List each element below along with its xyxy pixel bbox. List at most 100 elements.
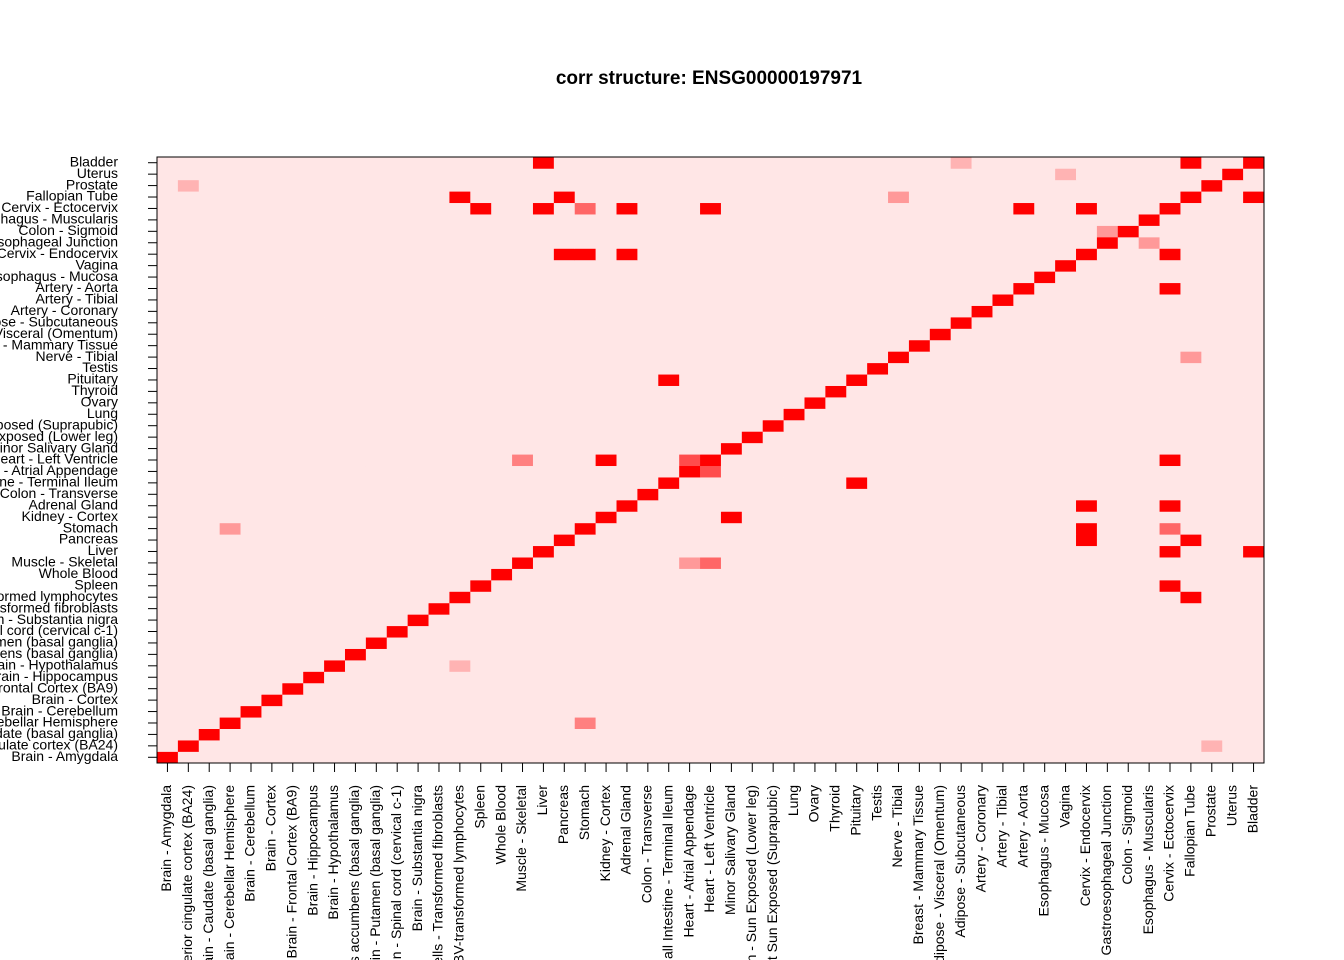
heatmap-cell <box>157 248 179 261</box>
heatmap-cell <box>1055 191 1077 204</box>
heatmap-cell <box>929 454 951 467</box>
heatmap-cell <box>219 637 241 649</box>
heatmap-cell <box>1034 511 1056 524</box>
heatmap-cell <box>324 717 346 729</box>
heatmap-cell <box>157 465 179 478</box>
heatmap-cell <box>783 294 805 306</box>
heatmap-cell <box>929 351 951 364</box>
heatmap-cell <box>1055 237 1077 249</box>
heatmap-cell <box>1013 214 1035 226</box>
heatmap-cell <box>929 557 951 569</box>
heatmap-cell <box>324 728 346 741</box>
heatmap-cell <box>846 374 868 386</box>
heatmap-cell <box>658 602 680 615</box>
heatmap-cell <box>700 728 722 741</box>
heatmap-cell <box>282 682 304 695</box>
heatmap-cell <box>261 522 283 535</box>
heatmap-cell <box>386 385 408 398</box>
heatmap-cell <box>637 305 659 318</box>
heatmap-cell <box>344 568 367 581</box>
x-tick-label: Brain - Cerebellum <box>242 785 258 902</box>
heatmap-cell <box>157 580 179 592</box>
heatmap-cell <box>219 625 241 638</box>
heatmap-cell <box>929 179 951 192</box>
heatmap-cell <box>1138 694 1160 707</box>
heatmap-cell <box>1222 637 1244 649</box>
heatmap-cell <box>1201 202 1223 215</box>
heatmap-cell <box>908 500 931 512</box>
heatmap-cell <box>198 728 220 741</box>
heatmap-cell <box>846 614 868 627</box>
heatmap-cell <box>219 545 241 558</box>
heatmap-cell <box>762 534 784 547</box>
chart-title: corr structure: ENSG00000197971 <box>556 68 863 89</box>
heatmap-cell <box>553 168 576 181</box>
heatmap-cell <box>888 351 910 364</box>
heatmap-cell <box>324 305 346 318</box>
heatmap-cell <box>616 328 638 341</box>
heatmap-cell <box>1159 511 1181 524</box>
heatmap-cell <box>1138 648 1160 661</box>
heatmap-cell <box>386 294 408 306</box>
heatmap-cell <box>908 625 931 638</box>
heatmap-cell <box>616 511 638 524</box>
heatmap-cell <box>157 237 179 249</box>
heatmap-cell <box>700 694 722 707</box>
heatmap-cell <box>908 317 931 329</box>
heatmap-cell <box>324 500 346 512</box>
heatmap-cell <box>365 282 388 295</box>
heatmap-cell <box>1117 362 1139 375</box>
heatmap-cell <box>1013 259 1035 272</box>
heatmap-cell <box>637 282 659 295</box>
x-tick-label: Stomach <box>576 785 592 840</box>
heatmap-cell <box>888 419 910 432</box>
heatmap-cell <box>365 728 388 741</box>
heatmap-cell <box>971 477 993 489</box>
heatmap-cell <box>595 191 617 204</box>
heatmap-cell <box>1055 419 1077 432</box>
heatmap-cell <box>532 282 555 295</box>
heatmap-cell <box>1055 385 1077 398</box>
heatmap-cell <box>532 328 555 341</box>
heatmap-cell <box>1159 477 1181 489</box>
heatmap-cell <box>595 339 617 352</box>
heatmap-cell <box>1034 614 1056 627</box>
heatmap-cell <box>386 557 408 569</box>
heatmap-cell <box>157 214 179 226</box>
heatmap-cell <box>470 237 492 249</box>
heatmap-cell <box>846 351 868 364</box>
heatmap-cell <box>741 408 764 421</box>
heatmap-cell <box>532 580 555 592</box>
y-tick-label: Pancreas <box>59 531 118 547</box>
heatmap-cell <box>1201 317 1223 329</box>
heatmap-cell <box>177 591 200 604</box>
heatmap-cell <box>950 339 972 352</box>
heatmap-cell <box>219 602 241 615</box>
heatmap-cell <box>1096 705 1119 718</box>
heatmap-cell <box>908 751 931 764</box>
heatmap-cell <box>971 568 993 581</box>
heatmap-cell <box>282 614 304 627</box>
heatmap-cell <box>679 339 701 352</box>
heatmap-cell <box>324 271 346 284</box>
y-tick-label: Colon - Transverse <box>0 485 118 501</box>
heatmap-cell <box>240 168 262 181</box>
heatmap-cell <box>741 557 764 569</box>
heatmap-cell <box>553 214 576 226</box>
x-tick-label: Esophagus - Muscularis <box>1140 785 1156 934</box>
heatmap-cell <box>595 545 617 558</box>
heatmap-cell <box>867 179 889 192</box>
heatmap-cell <box>950 625 972 638</box>
heatmap-cell <box>1096 157 1119 169</box>
heatmap-cell <box>637 202 659 215</box>
heatmap-cell <box>867 682 889 695</box>
heatmap-cell <box>1159 534 1181 547</box>
heatmap-cell <box>825 202 847 215</box>
heatmap-cell <box>261 397 283 409</box>
y-tick-label: Adrenal Gland <box>28 496 118 512</box>
heatmap-cell <box>407 660 429 672</box>
heatmap-cell <box>198 500 220 512</box>
heatmap-cell <box>198 259 220 272</box>
heatmap-cell <box>407 225 429 238</box>
heatmap-cell <box>992 625 1014 638</box>
